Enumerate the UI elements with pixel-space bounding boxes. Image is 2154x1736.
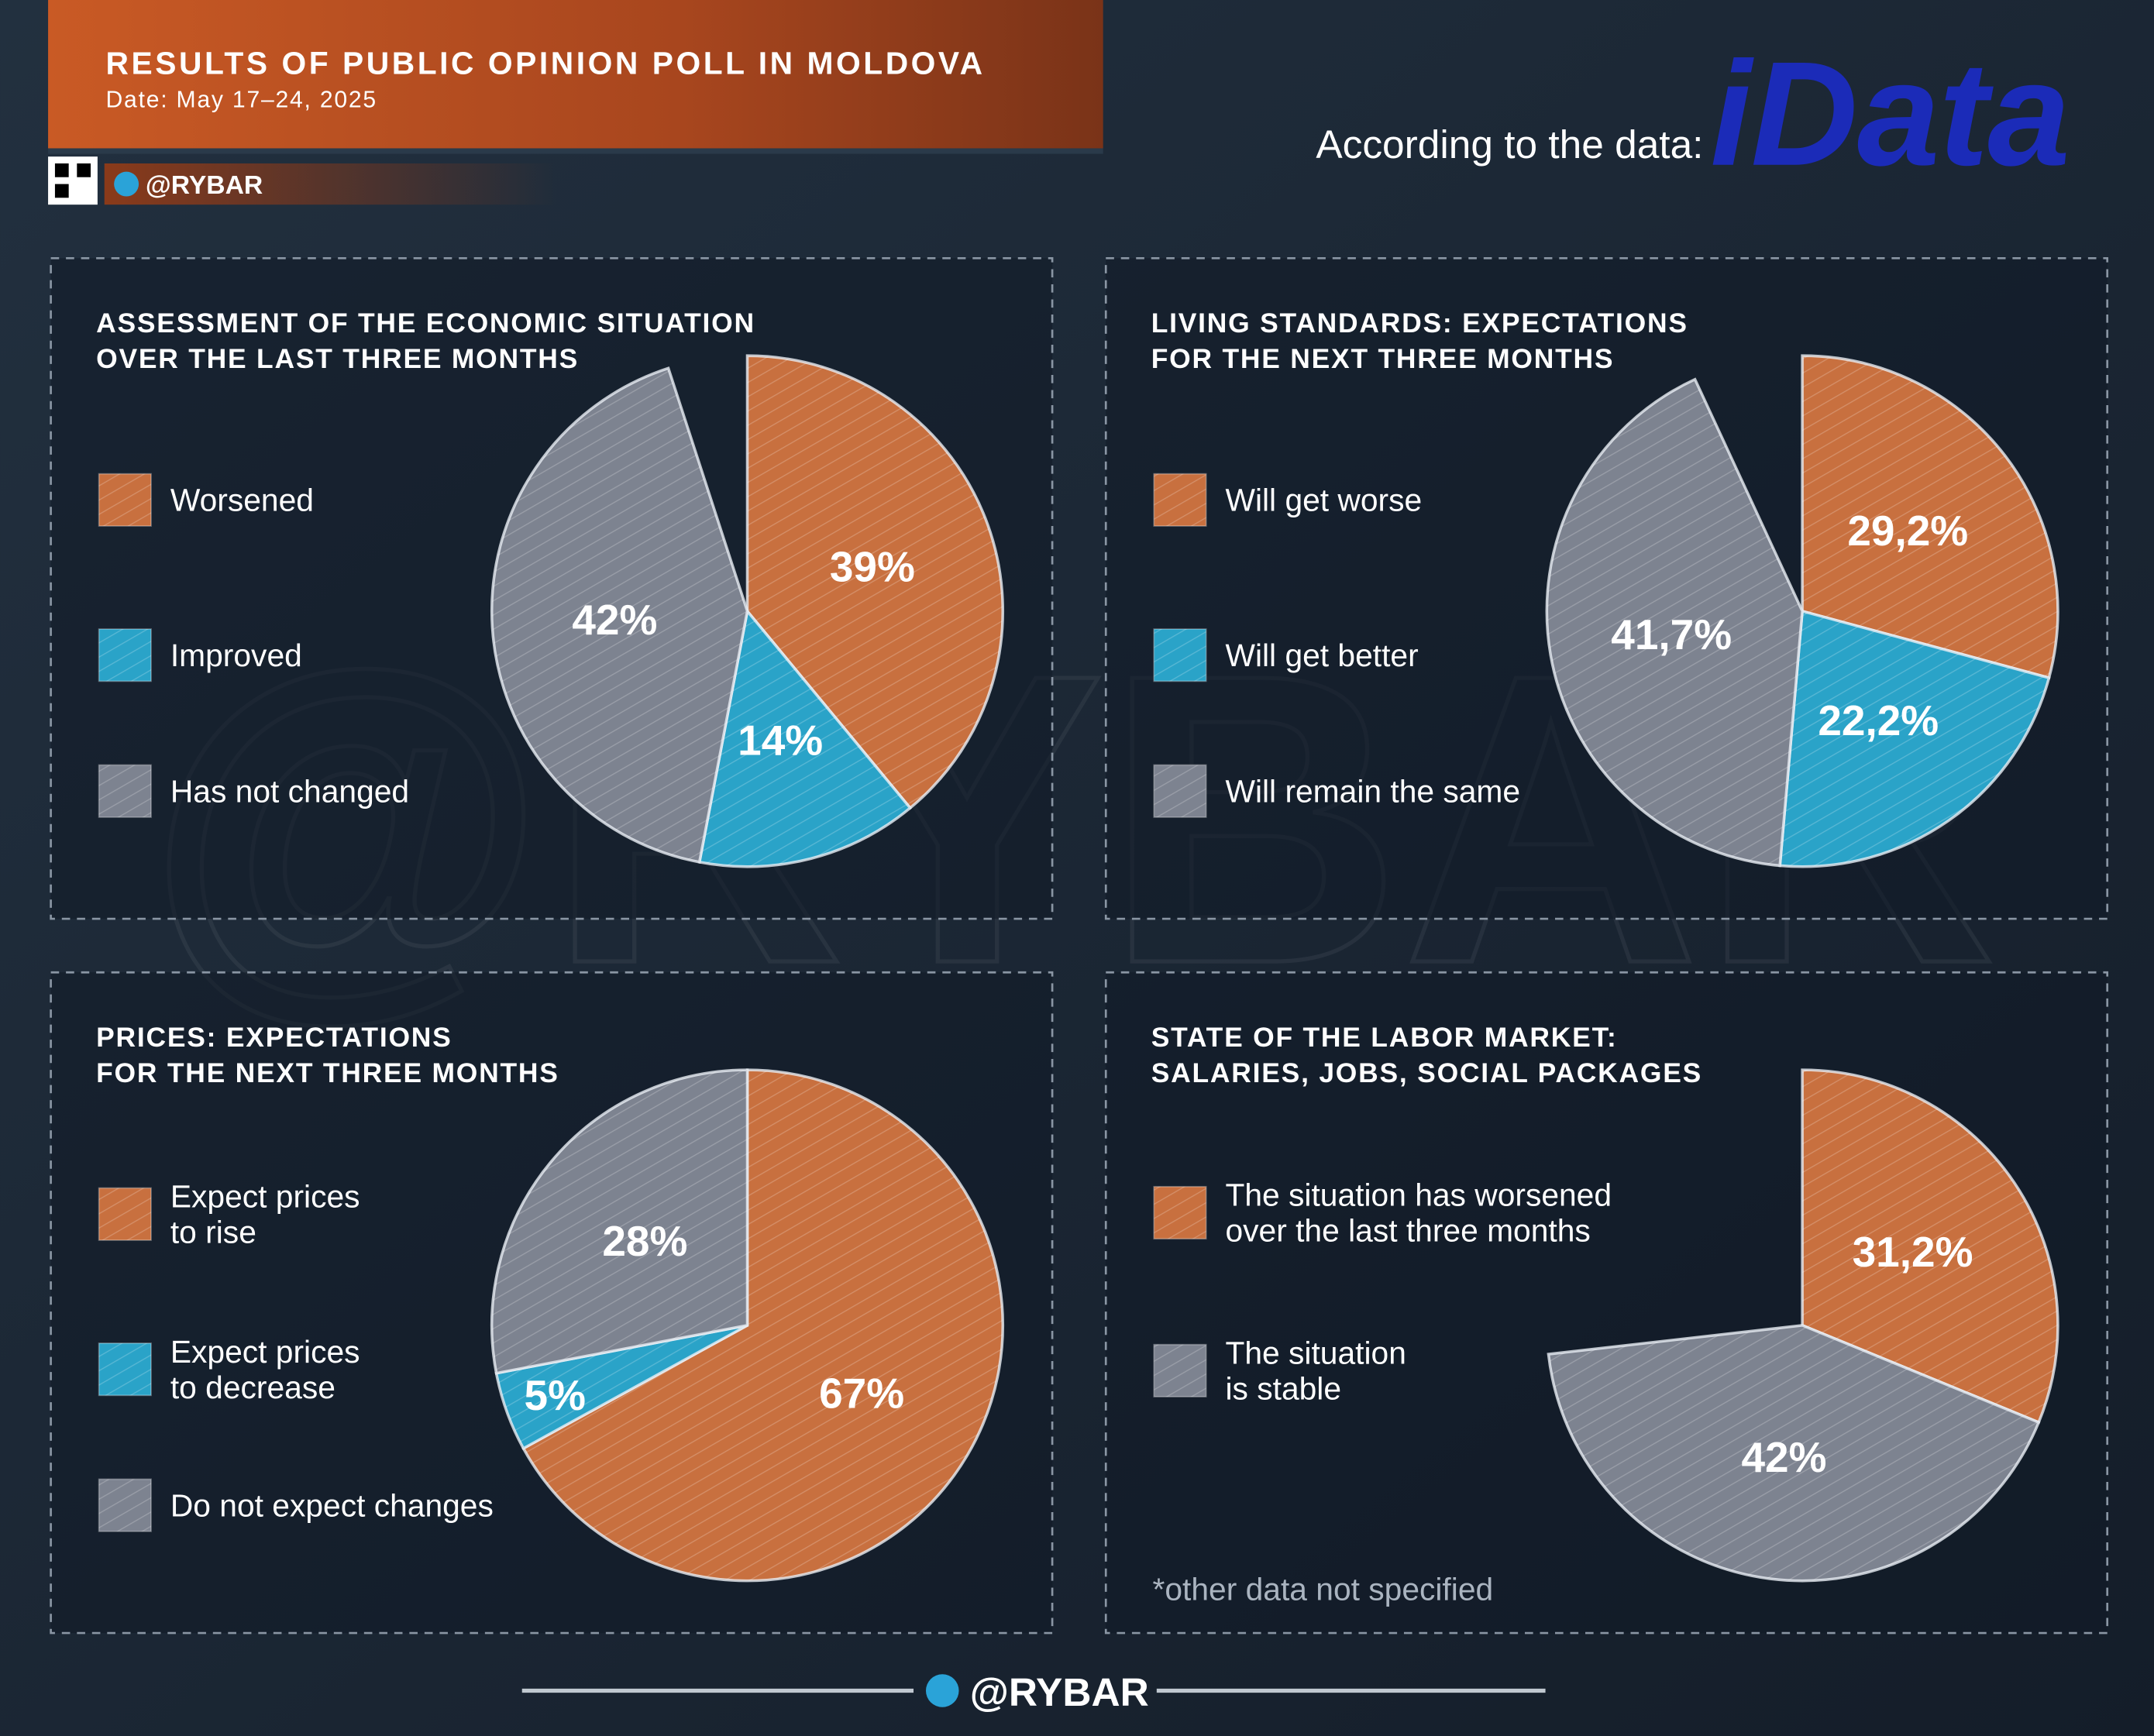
chart-title: PRICES: EXPECTATIONS FOR THE NEXT THREE M… [96, 1022, 559, 1088]
legend-label: Improved [170, 638, 302, 673]
chart-title: LIVING STANDARDS: EXPECTATIONS FOR THE NE… [1151, 308, 1688, 374]
legend-hatch [1154, 1186, 1206, 1239]
slice-label: 67% [819, 1370, 904, 1418]
legend-hatch [98, 629, 152, 682]
legend-hatch [1154, 473, 1206, 527]
slice-hatch [1780, 610, 2049, 867]
source-logo: iData [1710, 31, 2070, 197]
legend-hatch [1154, 1344, 1206, 1397]
header-handle: @RYBAR [146, 171, 263, 200]
header-box [48, 0, 1103, 149]
legend-label: Expect prices to decrease [170, 1334, 360, 1405]
legend-hatch [98, 765, 152, 817]
chart-title: ASSESSMENT OF THE ECONOMIC SITUATION OVER… [96, 308, 755, 374]
legend-hatch [98, 473, 152, 527]
slice-hatch [523, 1070, 1003, 1581]
qr-corner [54, 184, 69, 198]
legend-hatch [98, 1188, 152, 1240]
slice-label: 22,2% [1818, 696, 1939, 744]
slice-hatch [1802, 356, 2058, 678]
legend-label: Expect prices to rise [170, 1178, 360, 1250]
legend-label: Will get better [1225, 638, 1418, 673]
slice-label: 42% [1741, 1433, 1826, 1481]
slice-hatch [1548, 1325, 2039, 1581]
charts: ASSESSMENT OF THE ECONOMIC SITUATION OVER… [50, 256, 2109, 1635]
slice-hatch [747, 356, 1003, 809]
slice-hatch [1802, 1070, 2058, 1423]
source-label: According to the data: [1316, 122, 1703, 167]
slice-hatch [491, 1070, 748, 1373]
legend-hatch [1154, 629, 1206, 682]
slice-label: 5% [525, 1371, 586, 1419]
telegram-icon [114, 171, 139, 197]
legend-hatch [1154, 765, 1206, 817]
header-title: RESULTS OF PUBLIC OPINION POLL IN MOLDOV… [106, 46, 986, 81]
handle-bar [104, 163, 558, 205]
footer-handle: @RYBAR [970, 1669, 1149, 1714]
legend-hatch [98, 1342, 152, 1396]
qr-corner [54, 163, 69, 177]
slice-label: 28% [602, 1217, 687, 1265]
legend-label: Will remain the same [1225, 773, 1520, 809]
legend-label: Will get worse [1225, 483, 1422, 518]
slice-label: 41,7% [1611, 610, 1732, 658]
chart-title: STATE OF THE LABOR MARKET: SALARIES, JOBS… [1151, 1022, 1702, 1088]
slice-label: 39% [830, 542, 915, 590]
slice-hatch [491, 368, 748, 862]
legend-label: The situation is stable [1225, 1336, 1406, 1407]
legend-label: Has not changed [170, 773, 409, 809]
slice-label: 14% [738, 717, 823, 765]
slice-hatch [1547, 379, 1803, 866]
legend-hatch [98, 1479, 152, 1531]
slice-hatch [496, 1325, 748, 1449]
legend-label: The situation has worsened over the last … [1225, 1177, 1612, 1249]
note: *other data not specified [1153, 1571, 1494, 1607]
slice-label: 29,2% [1847, 507, 1968, 555]
qr-corner [77, 163, 91, 177]
slice-label: 42% [572, 596, 657, 644]
telegram-icon [925, 1674, 959, 1707]
header-date: Date: May 17–24, 2025 [106, 87, 377, 112]
legend-label: Worsened [170, 483, 314, 518]
slice-label: 31,2% [1853, 1228, 1973, 1276]
header-rule [48, 148, 1103, 154]
slice-hatch [699, 610, 910, 867]
legend-label: Do not expect changes [170, 1487, 494, 1523]
